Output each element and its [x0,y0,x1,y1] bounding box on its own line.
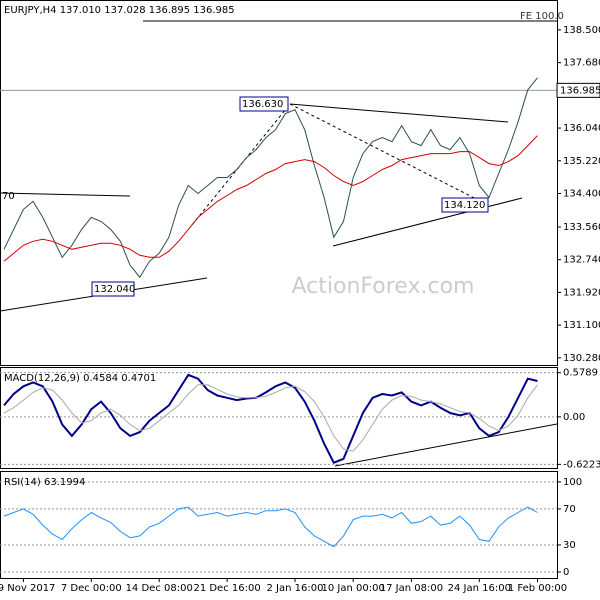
y-tick-label: -0.6223 [563,459,600,470]
series-line [3,373,538,464]
y-tick-label: 0 [563,567,569,578]
y-tick-label: 131.100 [563,320,600,331]
y-tick-label: 130.280 [563,353,600,364]
price-label: 136.985 [560,85,600,96]
series-line [3,77,538,279]
y-tick-label: 137.680 [563,58,600,69]
dashed-line [289,103,489,206]
series-line [3,384,538,452]
watermark: ActionForex.com [292,274,475,299]
y-tick-label: 135.220 [563,156,600,167]
y-tick-label: 133.560 [563,222,600,233]
y-tick-label: 132.740 [563,255,600,266]
y-tick-label: 0.00 [563,412,585,423]
y-tick-label: 131.920 [563,287,600,298]
annotation-box [441,197,489,213]
macd-panel [0,367,558,469]
y-tick-label: 70 [563,504,576,515]
series-line [3,135,538,262]
annotation: 134.120 [444,200,485,211]
x-tick-label: 7 Dec 00:00 [61,583,122,594]
annotation: 136.630 [242,99,283,110]
y-tick-label: 136.040 [563,123,600,134]
x-tick-label: 29 Nov 2017 [0,583,55,594]
panel-title: MACD(12,26,9) 0.4584 0.4701 [4,373,156,384]
x-tick-label: 14 Dec 08:00 [126,583,193,594]
x-tick-label: 1 Feb 00:00 [508,583,567,594]
price-box [556,82,600,98]
x-tick-label: 2 Jan 16:00 [267,583,324,594]
annotation-box [239,96,289,112]
panel-title: EURJPY,H4 137.010 137.028 136.895 136.98… [4,5,235,16]
y-tick-label: 0.5789 [563,368,598,379]
panel-title: RSI(14) 63.1994 [4,477,85,488]
annotation: 132.040 [94,284,135,295]
y-tick-label: 138.500 [563,25,600,36]
trendline [332,197,523,247]
annotation-box [91,281,135,297]
annotation: 70 [2,191,15,202]
dashed-line [191,103,291,226]
price-panel [0,0,558,366]
trendline [0,192,131,197]
annotation: FE 100.0 [520,11,564,22]
x-tick-label: 10 Jan 00:00 [322,583,385,594]
x-tick-label: 24 Jan 16:00 [448,583,511,594]
y-tick-label: 134.400 [563,188,600,199]
trendline [289,103,509,123]
series-line [3,506,538,548]
y-tick-label: 100 [563,477,582,488]
y-tick-label: 30 [563,540,576,551]
trendlines [0,20,558,467]
x-tick-label: 17 Jan 08:00 [380,583,443,594]
trendline [334,423,558,467]
rsi-panel [0,471,558,579]
x-tick-label: 21 Dec 16:00 [193,583,260,594]
